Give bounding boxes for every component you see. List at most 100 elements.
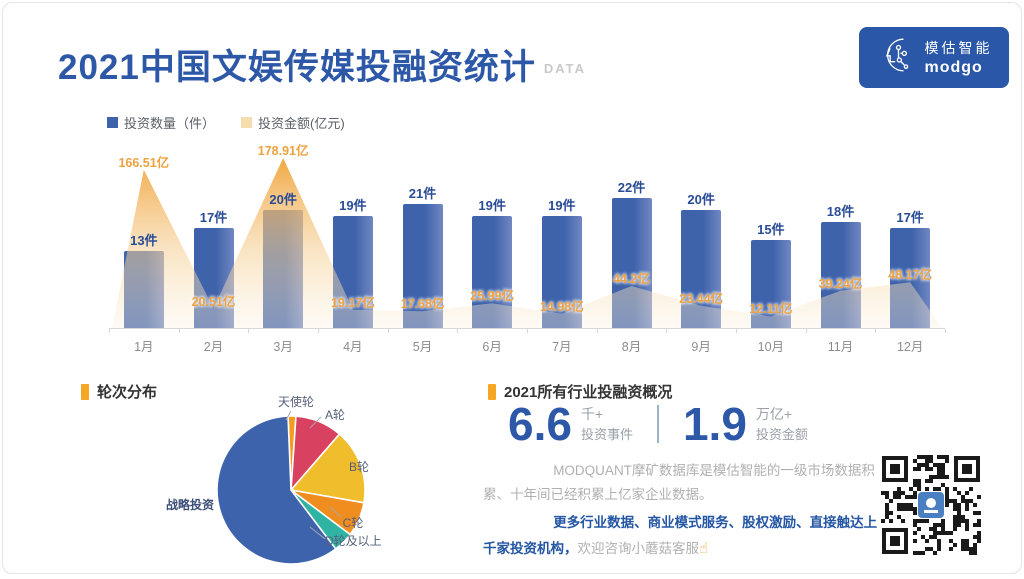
axis-tick (388, 329, 389, 333)
count-label-6月: 19件 (458, 195, 526, 214)
qr-module (917, 519, 921, 523)
amount-label-2月: 20.51亿 (175, 291, 253, 310)
qr-module (897, 507, 901, 511)
qr-module (977, 539, 981, 543)
qr-module (885, 495, 889, 499)
qr-module (889, 499, 893, 503)
qr-module (953, 519, 957, 523)
qr-module (921, 519, 925, 523)
qr-module (933, 523, 937, 527)
qr-module (913, 495, 917, 499)
promo-line: 更多行业数据、商业模式服务、股权激励、直接触达上千家投资机构，欢迎咨询小蘑菇客服… (483, 511, 879, 562)
qr-module (961, 519, 965, 523)
qr-module (965, 523, 969, 527)
brand-name-en: modgo (925, 59, 993, 77)
qr-module (941, 455, 945, 459)
qr-module (913, 519, 917, 523)
qr-module (913, 491, 917, 495)
pie-section-header: 轮次分布 (81, 381, 157, 402)
qr-module (969, 547, 973, 551)
round-distribution-pie (193, 403, 393, 579)
qr-module (962, 464, 972, 474)
legend-label-amount: 投资金额(亿元) (258, 113, 345, 132)
qr-module (921, 455, 925, 459)
legend-swatch-count (107, 117, 118, 128)
qr-module (913, 539, 917, 543)
qr-module (973, 543, 977, 547)
count-label-11月: 18件 (807, 201, 875, 220)
qr-module (957, 503, 961, 507)
qr-module (965, 503, 969, 507)
qr-module (913, 479, 917, 483)
qr-module (937, 487, 941, 491)
qr-module (889, 519, 893, 523)
qr-module (953, 527, 957, 531)
qr-module (925, 479, 929, 483)
bar-1月 (124, 251, 164, 328)
qr-module (926, 498, 936, 508)
amount-label-10月: 12.11亿 (732, 298, 810, 317)
pointing-finger-icon: ☝ (699, 540, 708, 557)
qr-module (977, 519, 981, 523)
section-marker-icon (81, 384, 89, 400)
qr-module (909, 487, 913, 491)
qr-module (913, 523, 917, 527)
qr-module (937, 463, 941, 467)
qr-module (949, 499, 953, 503)
axis-tick (457, 329, 458, 333)
qr-module (941, 531, 945, 535)
qr-module (933, 487, 937, 491)
bar-9月 (681, 210, 721, 328)
count-label-5月: 21件 (389, 183, 457, 202)
page-title-suffix: DATA (544, 61, 586, 76)
amount-label-7月: 14.98亿 (523, 296, 601, 315)
qr-module (893, 491, 897, 495)
qr-module (957, 519, 961, 523)
qr-module (890, 464, 900, 474)
qr-module (885, 491, 889, 495)
month-label-12月: 12月 (886, 336, 934, 355)
axis-tick (736, 329, 737, 333)
qr-module (897, 491, 901, 495)
qr-module (937, 467, 941, 471)
qr-module (977, 495, 981, 499)
qr-module (925, 455, 929, 459)
qr-module (890, 536, 900, 546)
count-label-8月: 22件 (598, 177, 666, 196)
qr-module (925, 519, 929, 523)
qr-module (881, 519, 885, 523)
qr-module (925, 547, 929, 551)
qr-module (941, 483, 945, 487)
qr-module (973, 547, 977, 551)
qr-module (901, 519, 905, 523)
qr-module (905, 507, 909, 511)
qr-module (913, 551, 917, 555)
month-label-4月: 4月 (329, 336, 377, 355)
qr-module (933, 531, 937, 535)
qr-module (945, 495, 949, 499)
qr-module (885, 515, 889, 519)
qr-module (965, 527, 969, 531)
qr-module (945, 475, 949, 479)
qr-module (937, 475, 941, 479)
pie-section-title: 轮次分布 (97, 381, 157, 402)
bar-4月 (333, 216, 373, 328)
qr-module (941, 527, 945, 531)
qr-module (961, 547, 965, 551)
qr-module (917, 483, 921, 487)
stat-unit-events: 千+ 投资事件 (581, 404, 633, 445)
pie-label-series-c: C轮 (333, 514, 373, 531)
axis-tick (109, 329, 110, 333)
qr-module (953, 487, 957, 491)
qr-module (917, 467, 921, 471)
qr-module (973, 535, 977, 539)
count-label-3月: 20件 (249, 189, 317, 208)
qr-module (913, 511, 917, 515)
qr-module (925, 459, 929, 463)
axis-tick (527, 329, 528, 333)
month-label-7月: 7月 (538, 336, 586, 355)
qr-module (945, 499, 949, 503)
qr-module (965, 543, 969, 547)
qr-module (885, 503, 889, 507)
